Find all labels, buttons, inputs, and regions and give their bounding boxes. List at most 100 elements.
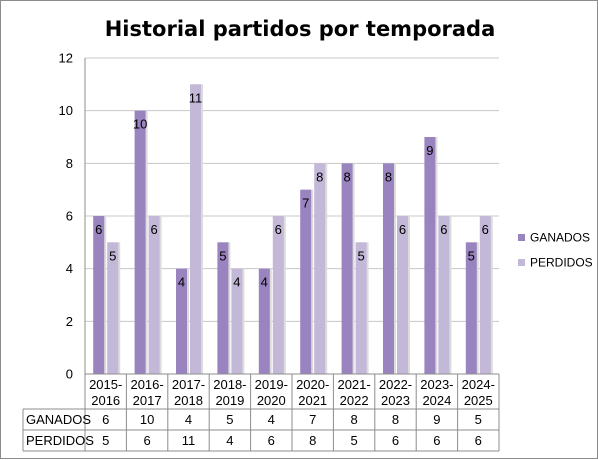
data-label-ganados: 4 [178, 275, 185, 290]
bar-ganados [465, 242, 477, 374]
x-tick-label-line: 2019- [255, 377, 288, 392]
bar-perdidos [314, 163, 326, 374]
data-label-ganados: 5 [468, 248, 475, 263]
x-tick-label-line: 2024 [422, 393, 451, 408]
x-tick-label: 2019-2020 [255, 377, 288, 408]
data-label-ganados: 8 [385, 169, 392, 184]
table-cell: 8 [392, 412, 399, 427]
table-cell: 4 [226, 433, 233, 448]
data-label-ganados: 5 [219, 248, 226, 263]
y-tick-label: 4 [66, 261, 73, 276]
y-tick-label: 10 [59, 103, 73, 118]
data-label-ganados: 9 [426, 143, 433, 158]
bar-perdidos [479, 216, 491, 374]
table-row-label: GANADOS [26, 412, 91, 427]
table-cell: 6 [392, 433, 399, 448]
x-tick-label: 2016-2017 [130, 377, 163, 408]
data-label-perdidos: 5 [109, 248, 116, 263]
table-cell: 7 [309, 412, 316, 427]
x-tick-label: 2021-2022 [337, 377, 370, 408]
bar-ganados [217, 242, 229, 374]
data-label-ganados: 6 [95, 222, 102, 237]
table-cell: 6 [143, 433, 150, 448]
table-cell: 4 [185, 412, 192, 427]
x-tick-label-line: 2021 [298, 393, 327, 408]
bar-ganados [93, 216, 105, 374]
x-tick-label: 2024-2025 [462, 377, 495, 408]
table-cell: 5 [226, 412, 233, 427]
data-label-ganados: 10 [133, 117, 147, 132]
bar-perdidos [148, 216, 160, 374]
bar-ganados [341, 163, 353, 374]
data-label-perdidos: 6 [440, 222, 447, 237]
table-cell: 10 [140, 412, 154, 427]
x-tick-label-line: 2017- [172, 377, 205, 392]
x-tick-label-line: 2020 [257, 393, 286, 408]
bar-ganados [176, 268, 187, 374]
y-tick-label: 6 [66, 209, 73, 224]
y-tick-label: 12 [59, 51, 73, 66]
x-tick-label: 2022-2023 [379, 377, 412, 408]
x-tick-label: 2017-2018 [172, 377, 205, 408]
x-tick-label-line: 2018 [174, 393, 203, 408]
table-cell: 5 [475, 412, 482, 427]
x-tick-label-line: 2016- [130, 377, 163, 392]
table-cell: 5 [102, 433, 109, 448]
table-cell: 9 [433, 412, 440, 427]
x-tick-label-line: 2022 [340, 393, 369, 408]
data-label-ganados: 4 [261, 275, 268, 290]
bar-ganados [300, 189, 312, 374]
data-label-perdidos: 6 [482, 222, 489, 237]
table-cell: 8 [309, 433, 316, 448]
x-tick-label-line: 2021- [337, 377, 370, 392]
x-tick-label-line: 2016 [91, 393, 120, 408]
x-tick-label-line: 2023- [420, 377, 453, 392]
x-tick-label-line: 2025 [464, 393, 493, 408]
table-cell: 6 [475, 433, 482, 448]
legend-swatch [518, 234, 525, 241]
data-label-perdidos: 11 [189, 90, 203, 105]
x-tick-label-line: 2023 [381, 393, 410, 408]
x-tick-label: 2018-2019 [213, 377, 246, 408]
bar-perdidos [397, 216, 408, 374]
data-label-perdidos: 8 [316, 169, 323, 184]
x-tick-label-line: 2019 [215, 393, 244, 408]
bar-perdidos [272, 216, 284, 374]
bar-perdidos [190, 84, 201, 374]
x-tick-label: 2020-2021 [296, 377, 329, 408]
table-cell: 11 [182, 433, 196, 448]
bar-ganados [258, 268, 270, 374]
data-label-ganados: 7 [302, 196, 309, 211]
bar-perdidos [438, 216, 450, 374]
bar-ganados [424, 137, 436, 374]
y-tick-label: 2 [66, 314, 73, 329]
x-tick-label-line: 2018- [213, 377, 246, 392]
y-tick-label: 0 [66, 367, 73, 382]
x-tick-label: 2023-2024 [420, 377, 453, 408]
x-tick-label-line: 2022- [379, 377, 412, 392]
bar-perdidos [231, 268, 243, 374]
data-label-perdidos: 6 [275, 222, 282, 237]
table-cell: 6 [433, 433, 440, 448]
data-label-perdidos: 4 [233, 275, 240, 290]
y-tick-label: 8 [66, 156, 73, 171]
table-cell: 5 [350, 433, 357, 448]
table-cell: 6 [102, 412, 109, 427]
x-tick-label-line: 2024- [462, 377, 495, 392]
x-tick-label: 2015-2016 [89, 377, 122, 408]
legend-swatch [518, 259, 525, 266]
bar-ganados [134, 110, 146, 375]
data-label-perdidos: 6 [150, 222, 157, 237]
legend-label: GANADOS [530, 231, 590, 245]
table-row-label: PERDIDOS [26, 433, 94, 448]
bar-ganados [383, 163, 394, 374]
x-tick-label-line: 2015- [89, 377, 122, 392]
data-label-ganados: 8 [343, 169, 350, 184]
legend-label: PERDIDOS [530, 256, 593, 270]
table-cell: 6 [268, 433, 275, 448]
bar-perdidos [107, 242, 119, 374]
table-cell: 8 [350, 412, 357, 427]
x-tick-label-line: 2020- [296, 377, 329, 392]
chart-title: Historial partidos por temporada [104, 17, 496, 41]
